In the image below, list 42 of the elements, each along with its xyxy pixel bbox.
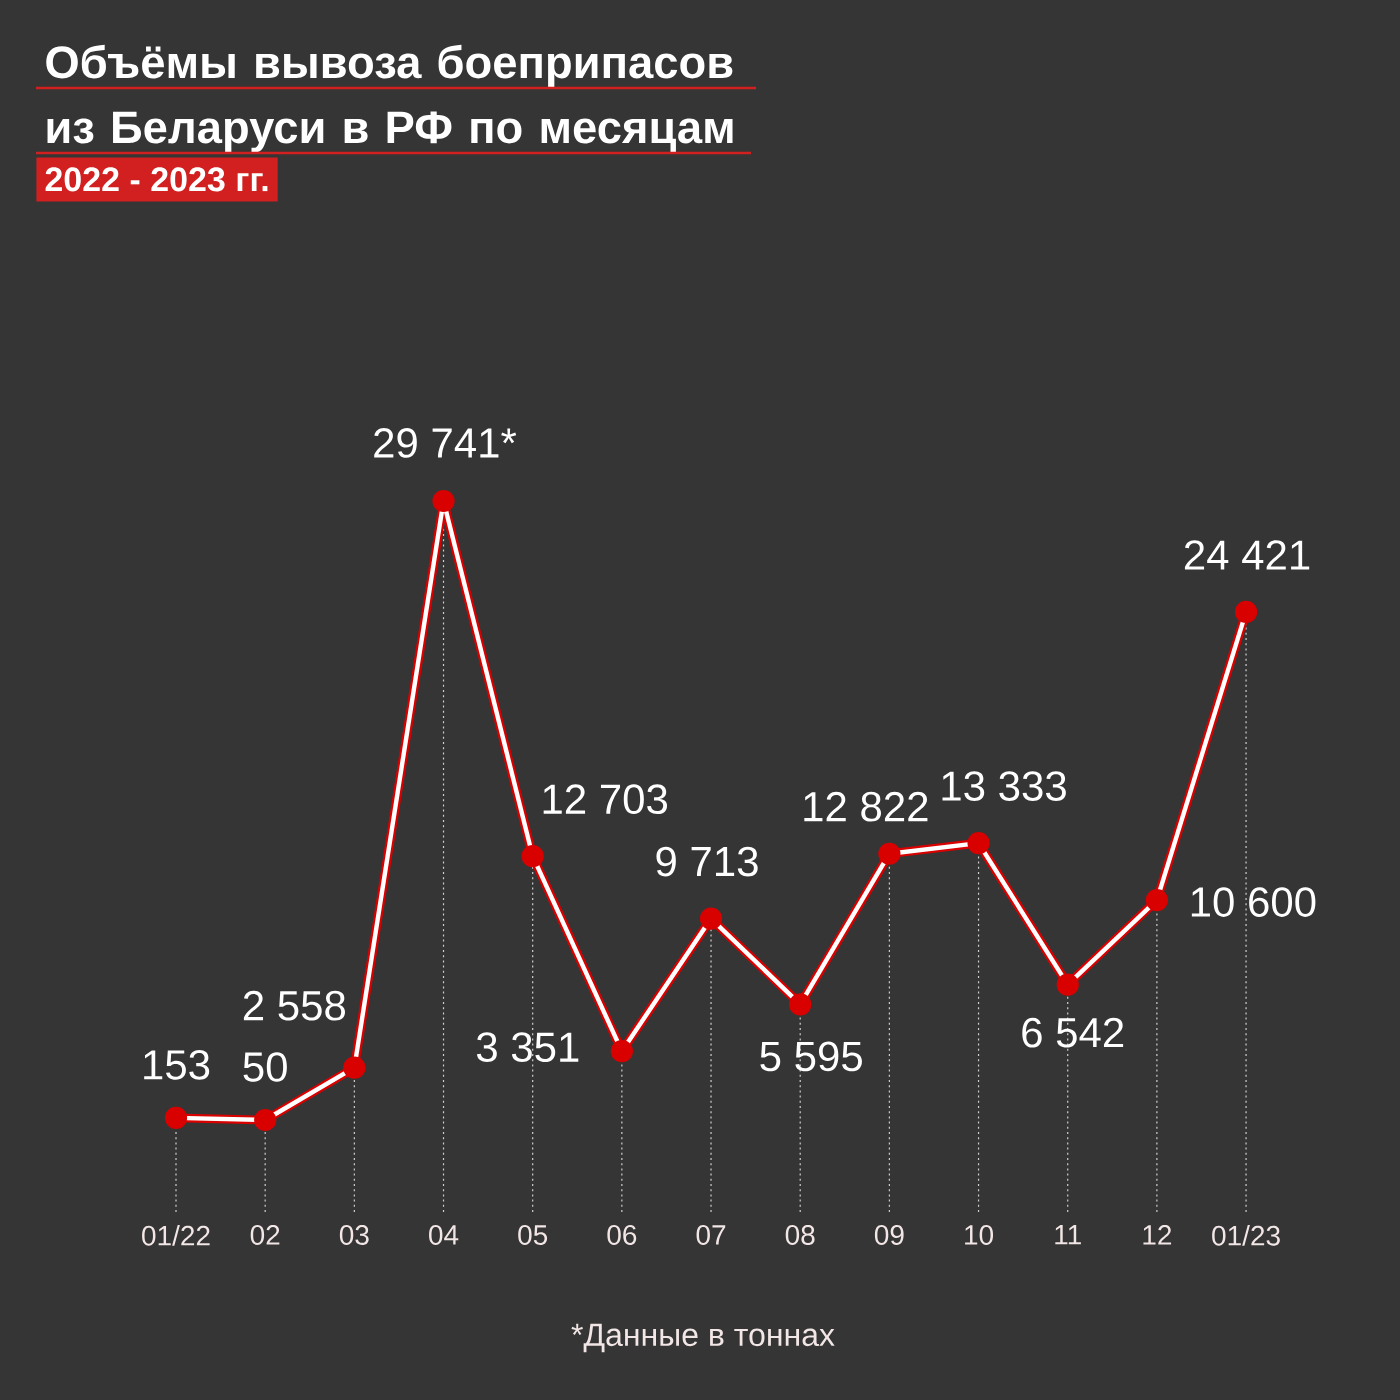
point bbox=[789, 993, 812, 1016]
text: *Данные в тоннах bbox=[571, 1323, 835, 1353]
chart-subtitle: 2022 - 2023 гг. bbox=[45, 167, 268, 192]
x-tick-label: 05 bbox=[518, 1225, 548, 1245]
data-label: 2 558 bbox=[243, 990, 345, 1021]
x-tick-label: 10 bbox=[965, 1225, 994, 1245]
point bbox=[432, 489, 455, 513]
point bbox=[1056, 973, 1079, 996]
data-label: 12 703 bbox=[543, 784, 668, 815]
data-label: 6 542 bbox=[1022, 1017, 1124, 1048]
data-label: 12 822 bbox=[804, 791, 928, 822]
point bbox=[254, 1108, 277, 1132]
x-tick-label: 12 bbox=[1143, 1225, 1172, 1245]
point bbox=[967, 831, 990, 855]
data-label: 3 351 bbox=[476, 1032, 579, 1063]
x-tick-label: 01/22 bbox=[142, 1225, 210, 1246]
x-tick-label: 04 bbox=[429, 1225, 459, 1245]
data-label: 50 bbox=[243, 1052, 287, 1082]
x-tick-label: 06 bbox=[607, 1225, 637, 1245]
x-tick-label: 07 bbox=[696, 1225, 726, 1245]
chart-title: Объёмы вывоза боеприпасов из Беларуси в РФ по месяцам bbox=[46, 44, 733, 153]
data-label: 24 421 bbox=[1184, 540, 1310, 570]
point bbox=[164, 1106, 188, 1129]
point bbox=[610, 1040, 633, 1063]
data-label: 29 741* bbox=[374, 428, 517, 458]
data-label: 153 bbox=[144, 1049, 210, 1080]
x-tick-label: 08 bbox=[785, 1225, 815, 1245]
x-tick-label: 09 bbox=[874, 1225, 904, 1245]
data-label: 9 713 bbox=[656, 846, 758, 877]
point bbox=[1234, 600, 1258, 624]
x-tick-label: 01/23 bbox=[1212, 1225, 1280, 1246]
data-label: 10 600 bbox=[1191, 887, 1316, 917]
x-tick-label: 03 bbox=[339, 1225, 369, 1245]
point bbox=[878, 842, 901, 865]
point bbox=[521, 845, 544, 868]
x-tick-label: 02 bbox=[250, 1225, 280, 1245]
data-label: 5 595 bbox=[760, 1041, 862, 1072]
point bbox=[1145, 888, 1168, 912]
data-label: 13 333 bbox=[942, 771, 1066, 801]
x-tick-label: 11 bbox=[1055, 1225, 1081, 1245]
point bbox=[699, 907, 723, 930]
point bbox=[343, 1056, 366, 1079]
